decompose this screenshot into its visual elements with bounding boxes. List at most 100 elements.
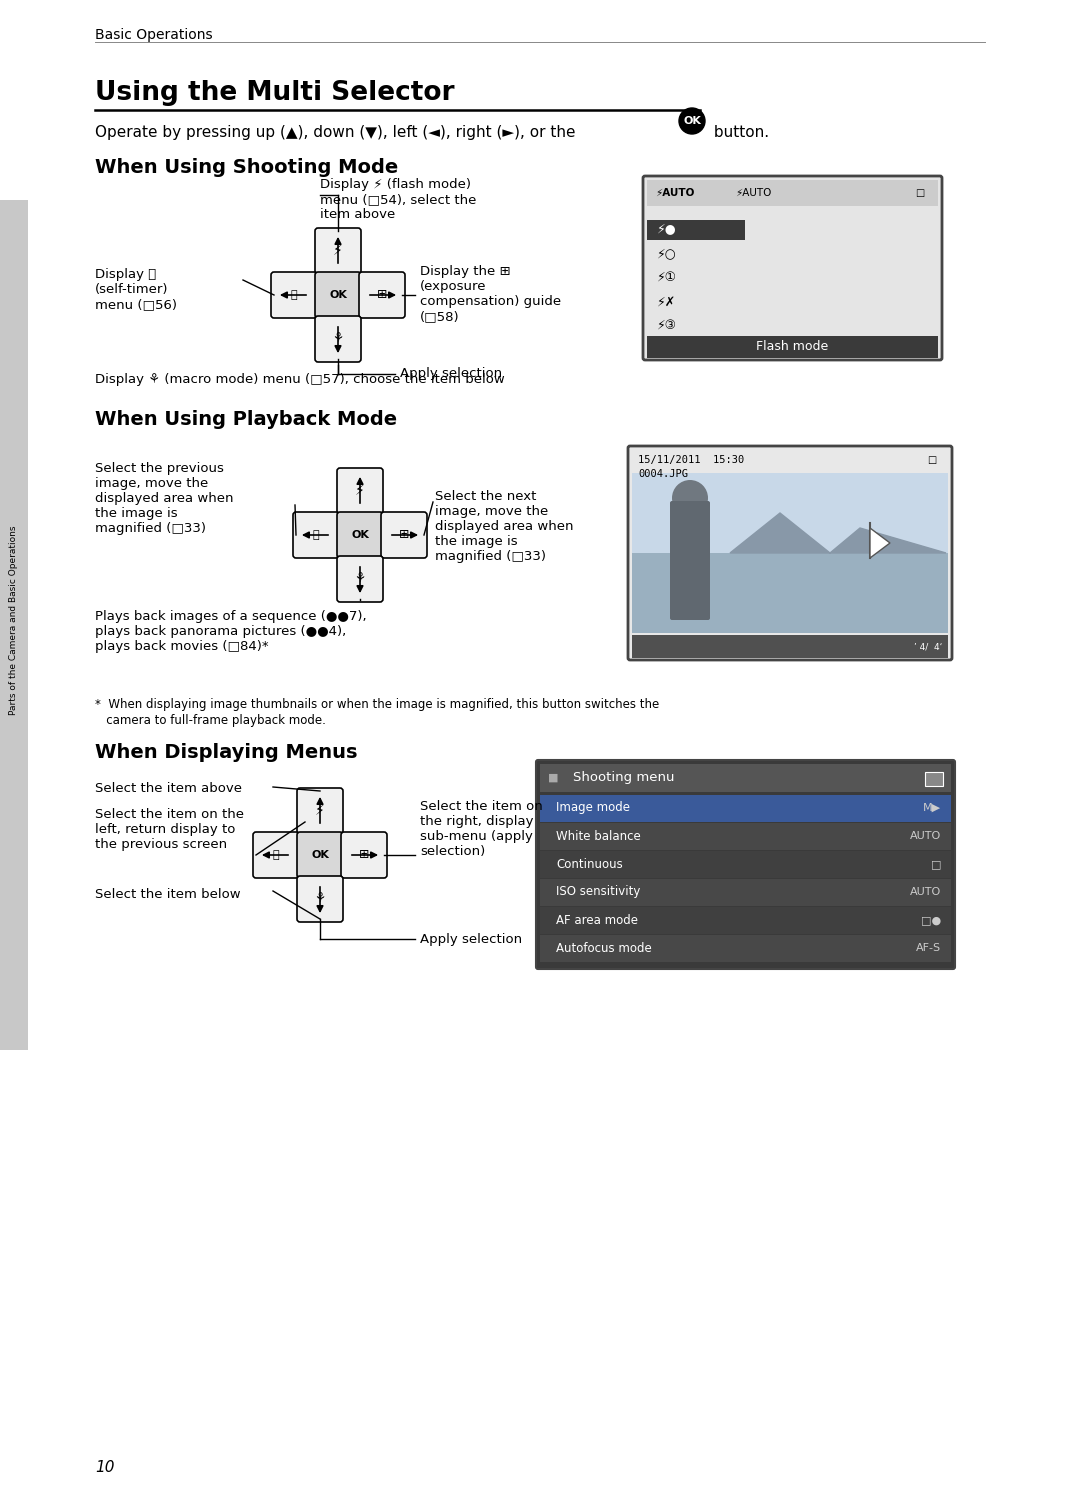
Text: When Displaying Menus: When Displaying Menus	[95, 743, 357, 762]
Text: ⚡●: ⚡●	[657, 223, 677, 236]
Bar	[632, 473, 948, 553]
Text: *  When displaying image thumbnails or when the image is magnified, this button : * When displaying image thumbnails or wh…	[95, 698, 659, 710]
Text: ⚘: ⚘	[354, 572, 366, 585]
Text: AUTO: AUTO	[909, 831, 941, 841]
Polygon shape	[730, 513, 946, 553]
Text: OK: OK	[683, 116, 701, 126]
Bar	[540, 851, 951, 878]
Bar	[540, 764, 951, 792]
Text: Shooting menu: Shooting menu	[573, 771, 675, 785]
Bar	[540, 795, 951, 822]
Bar	[632, 553, 948, 633]
Bar	[632, 473, 948, 633]
Text: M▶: M▶	[923, 802, 941, 813]
FancyBboxPatch shape	[536, 759, 955, 969]
Circle shape	[672, 480, 708, 516]
Text: ⚡: ⚡	[355, 484, 365, 498]
FancyBboxPatch shape	[315, 317, 361, 363]
Circle shape	[679, 108, 705, 134]
Text: 0004.JPG: 0004.JPG	[638, 470, 688, 478]
Text: 15/11/2011  15:30: 15/11/2011 15:30	[638, 455, 744, 465]
Text: ⚘: ⚘	[314, 893, 326, 905]
Text: Select the item below: Select the item below	[95, 889, 241, 901]
Text: 10: 10	[95, 1461, 114, 1476]
Text: Select the next
image, move the
displayed area when
the image is
magnified (□33): Select the next image, move the displaye…	[435, 490, 573, 563]
Text: Select the item on
the right, display
sub-menu (apply
selection): Select the item on the right, display su…	[420, 799, 543, 857]
FancyBboxPatch shape	[271, 272, 318, 318]
Text: ⚡AUTO: ⚡AUTO	[735, 189, 771, 198]
Text: □: □	[916, 189, 924, 198]
Bar	[540, 823, 951, 850]
FancyBboxPatch shape	[643, 175, 942, 360]
Text: Select the item above: Select the item above	[95, 782, 242, 795]
Text: ISO sensitivity: ISO sensitivity	[556, 886, 640, 899]
Text: □: □	[931, 859, 941, 869]
Polygon shape	[870, 528, 890, 559]
Text: ⏲: ⏲	[291, 290, 297, 300]
Text: AF-S: AF-S	[916, 944, 941, 953]
Text: Operate by pressing up (▲), down (▼), left (◄), right (►), or the: Operate by pressing up (▲), down (▼), le…	[95, 125, 580, 140]
Text: ⚡: ⚡	[333, 244, 342, 259]
Text: □: □	[928, 455, 936, 465]
Text: Parts of the Camera and Basic Operations: Parts of the Camera and Basic Operations	[10, 525, 18, 715]
Text: Display ⏲
(self-timer)
menu (□56): Display ⏲ (self-timer) menu (□56)	[95, 267, 177, 311]
Text: ⚘: ⚘	[333, 333, 343, 346]
Text: camera to full-frame playback mode.: camera to full-frame playback mode.	[95, 713, 326, 727]
Text: Display the ⊞
(exposure
compensation) guide
(□58): Display the ⊞ (exposure compensation) gu…	[420, 265, 562, 322]
FancyBboxPatch shape	[341, 832, 387, 878]
Text: Apply selection: Apply selection	[420, 933, 522, 945]
Bar	[540, 880, 951, 906]
Text: White balance: White balance	[556, 829, 640, 843]
Text: ⊞: ⊞	[377, 288, 388, 302]
Text: OK: OK	[311, 850, 329, 860]
Text: OK: OK	[329, 290, 347, 300]
Text: Autofocus mode: Autofocus mode	[556, 942, 651, 954]
FancyBboxPatch shape	[315, 272, 361, 318]
Text: ■: ■	[548, 773, 558, 783]
Bar	[0, 201, 28, 1051]
Text: ⚡①: ⚡①	[657, 272, 677, 284]
Text: When Using Playback Mode: When Using Playback Mode	[95, 410, 397, 429]
FancyBboxPatch shape	[297, 832, 343, 878]
Text: □●: □●	[921, 915, 941, 924]
Bar	[647, 336, 939, 358]
FancyBboxPatch shape	[359, 272, 405, 318]
Text: Using the Multi Selector: Using the Multi Selector	[95, 80, 455, 106]
Text: Select the item on the
left, return display to
the previous screen: Select the item on the left, return disp…	[95, 808, 244, 851]
Text: ⏲: ⏲	[313, 531, 320, 539]
Text: ⚡AUTO: ⚡AUTO	[654, 189, 694, 198]
Text: Display ⚡ (flash mode)
menu (□54), select the
item above: Display ⚡ (flash mode) menu (□54), selec…	[320, 178, 476, 221]
Text: ⚡: ⚡	[315, 804, 325, 817]
Text: Select the previous
image, move the
displayed area when
the image is
magnified (: Select the previous image, move the disp…	[95, 462, 233, 535]
Text: ⏲: ⏲	[272, 850, 280, 860]
FancyBboxPatch shape	[297, 877, 343, 921]
Text: OK: OK	[351, 531, 369, 539]
FancyBboxPatch shape	[253, 832, 299, 878]
Text: Apply selection: Apply selection	[400, 367, 502, 380]
Bar	[540, 906, 951, 935]
Bar	[540, 935, 951, 961]
FancyBboxPatch shape	[337, 556, 383, 602]
FancyBboxPatch shape	[381, 513, 427, 559]
Text: AF area mode: AF area mode	[556, 914, 638, 926]
Text: ⚡③: ⚡③	[657, 319, 677, 333]
FancyBboxPatch shape	[297, 788, 343, 834]
Text: Display ⚘ (macro mode) menu (□57), choose the item below: Display ⚘ (macro mode) menu (□57), choos…	[95, 373, 504, 386]
FancyBboxPatch shape	[670, 501, 710, 620]
Bar	[632, 635, 948, 658]
Text: Plays back images of a sequence (●●7),
plays back panorama pictures (●●4),
plays: Plays back images of a sequence (●●7), p…	[95, 609, 366, 652]
Text: When Using Shooting Mode: When Using Shooting Mode	[95, 158, 399, 177]
Text: Continuous: Continuous	[556, 857, 623, 871]
FancyBboxPatch shape	[315, 227, 361, 273]
Text: ⊞: ⊞	[399, 529, 409, 541]
Bar	[924, 773, 943, 786]
Text: button.: button.	[708, 125, 769, 140]
Text: ⚡○: ⚡○	[657, 248, 677, 260]
Bar	[647, 180, 939, 207]
FancyBboxPatch shape	[627, 446, 951, 660]
Text: Image mode: Image mode	[556, 801, 630, 814]
Text: AUTO: AUTO	[909, 887, 941, 898]
Text: ⚡✗: ⚡✗	[657, 296, 676, 309]
FancyBboxPatch shape	[337, 513, 383, 559]
Text: Flash mode: Flash mode	[756, 340, 828, 354]
